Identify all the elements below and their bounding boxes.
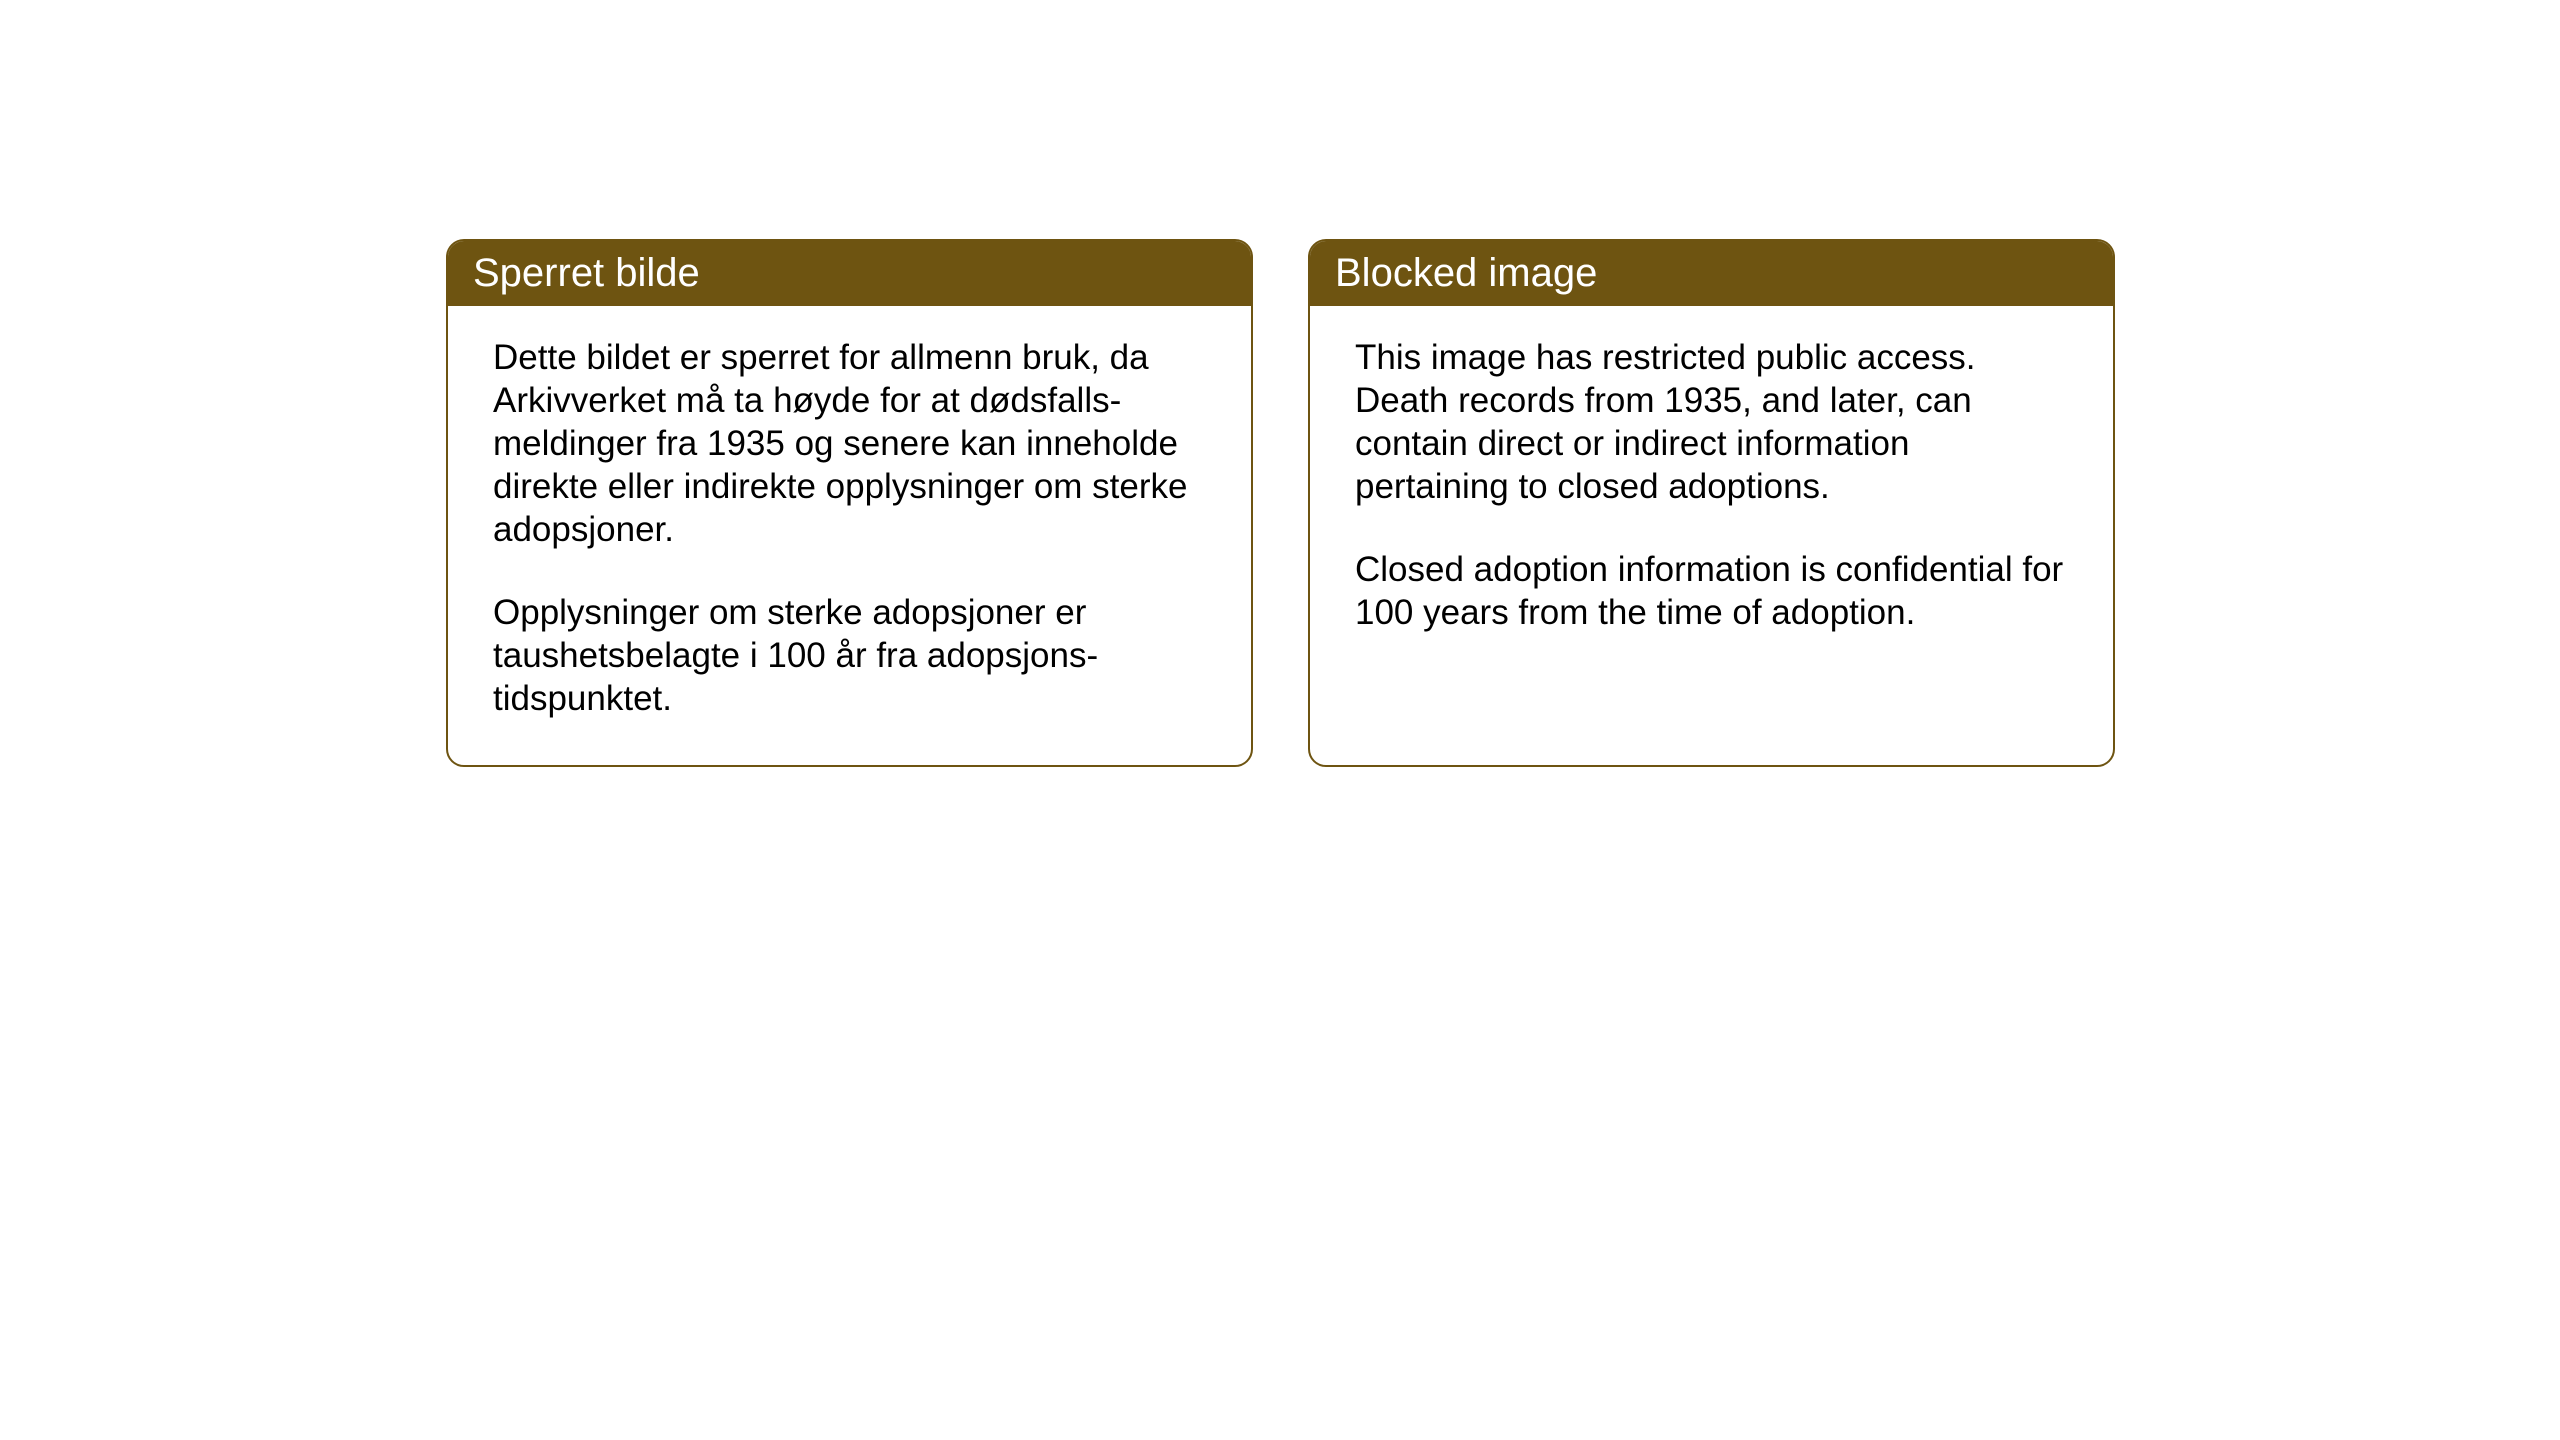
card-paragraph: This image has restricted public access.… bbox=[1355, 336, 2068, 508]
card-title: Sperret bilde bbox=[473, 251, 700, 295]
card-header: Sperret bilde bbox=[448, 241, 1251, 306]
notice-container: Sperret bilde Dette bildet er sperret fo… bbox=[446, 239, 2115, 767]
notice-card-norwegian: Sperret bilde Dette bildet er sperret fo… bbox=[446, 239, 1253, 767]
notice-card-english: Blocked image This image has restricted … bbox=[1308, 239, 2115, 767]
card-body: This image has restricted public access.… bbox=[1310, 306, 2113, 744]
card-title: Blocked image bbox=[1335, 251, 1597, 295]
card-body: Dette bildet er sperret for allmenn bruk… bbox=[448, 306, 1251, 765]
card-paragraph: Opplysninger om sterke adopsjoner er tau… bbox=[493, 591, 1206, 720]
card-paragraph: Dette bildet er sperret for allmenn bruk… bbox=[493, 336, 1206, 551]
card-header: Blocked image bbox=[1310, 241, 2113, 306]
card-paragraph: Closed adoption information is confident… bbox=[1355, 548, 2068, 634]
